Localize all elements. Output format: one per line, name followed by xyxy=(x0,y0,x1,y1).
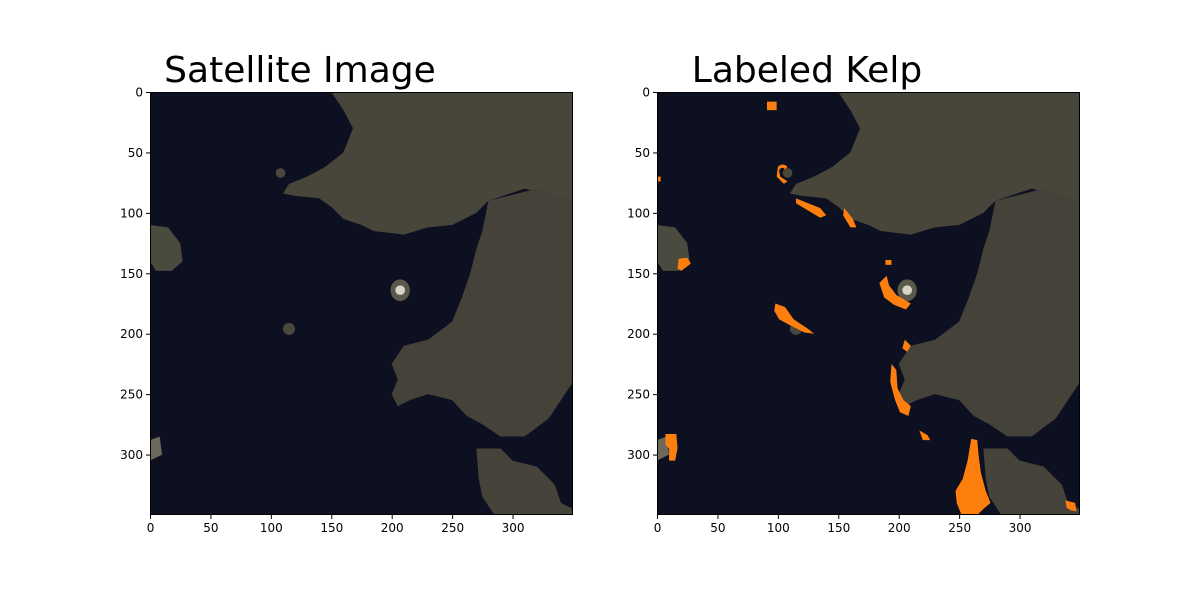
kelp-x-tick-label: 50 xyxy=(710,521,725,535)
kelp-image xyxy=(657,92,1080,515)
satellite-y-tick-label: 0 xyxy=(135,86,143,100)
kelp-y-tick-label: 100 xyxy=(627,206,650,220)
satellite-x-tick-label: 150 xyxy=(320,521,343,535)
kelp-x-tick-label: 200 xyxy=(888,521,911,535)
kelp-x-tick-label: 150 xyxy=(827,521,850,535)
satellite-y-tick-label: 50 xyxy=(128,146,143,160)
kelp-x-tick-label: 250 xyxy=(948,521,971,535)
satellite-y-tick-label: 250 xyxy=(120,388,143,402)
satellite-x-tick-label: 300 xyxy=(502,521,525,535)
satellite-axes: 0 50 100 150 200 250 300 0 50 100 150 200 250 300 xyxy=(120,86,573,535)
satellite-x-tick-label: 200 xyxy=(381,521,404,535)
satellite-frame xyxy=(150,92,573,515)
kelp-y-tick-label: 150 xyxy=(627,267,650,281)
satellite-y-tick-label: 150 xyxy=(120,267,143,281)
kelp-x-tick-label: 100 xyxy=(767,521,790,535)
kelp-y-tick-label: 50 xyxy=(635,146,650,160)
satellite-x-tick-label: 100 xyxy=(260,521,283,535)
kelp-y-tick-label: 0 xyxy=(642,86,650,100)
satellite-panel: Satellite Image 0 50 100 150 200 250 300 0 50 100… xyxy=(120,50,573,535)
kelp-regions xyxy=(657,101,1077,515)
kelp-image-plot: 0 50 100 150 200 250 300 0 50 100 150 200 250 300 xyxy=(627,86,1080,535)
kelp-title: Labeled Kelp xyxy=(691,50,923,91)
kelp-x-tick-label: 300 xyxy=(1009,521,1032,535)
satellite-x-tick-label: 50 xyxy=(203,521,218,535)
satellite-image-plot: 0 50 100 150 200 250 300 0 50 100 150 200 250 300 xyxy=(120,86,573,535)
satellite-title: Satellite Image xyxy=(164,50,436,91)
satellite-y-tick-label: 300 xyxy=(120,448,143,462)
kelp-y-tick-label: 300 xyxy=(627,448,650,462)
kelp-axes: 0 50 100 150 200 250 300 0 50 100 150 200 250 300 xyxy=(627,86,1080,535)
kelp-panel: Labeled Kelp xyxy=(507,0,1107,600)
satellite-y-tick-label: 100 xyxy=(120,206,143,220)
satellite-x-tick-label: 0 xyxy=(147,521,155,535)
kelp-frame xyxy=(657,92,1080,515)
satellite-x-tick-label: 250 xyxy=(441,521,464,535)
kelp-x-tick-label: 0 xyxy=(654,521,662,535)
kelp-y-tick-label: 200 xyxy=(627,327,650,341)
satellite-image xyxy=(150,92,573,515)
kelp-y-tick-label: 250 xyxy=(627,388,650,402)
satellite-y-tick-label: 200 xyxy=(120,327,143,341)
